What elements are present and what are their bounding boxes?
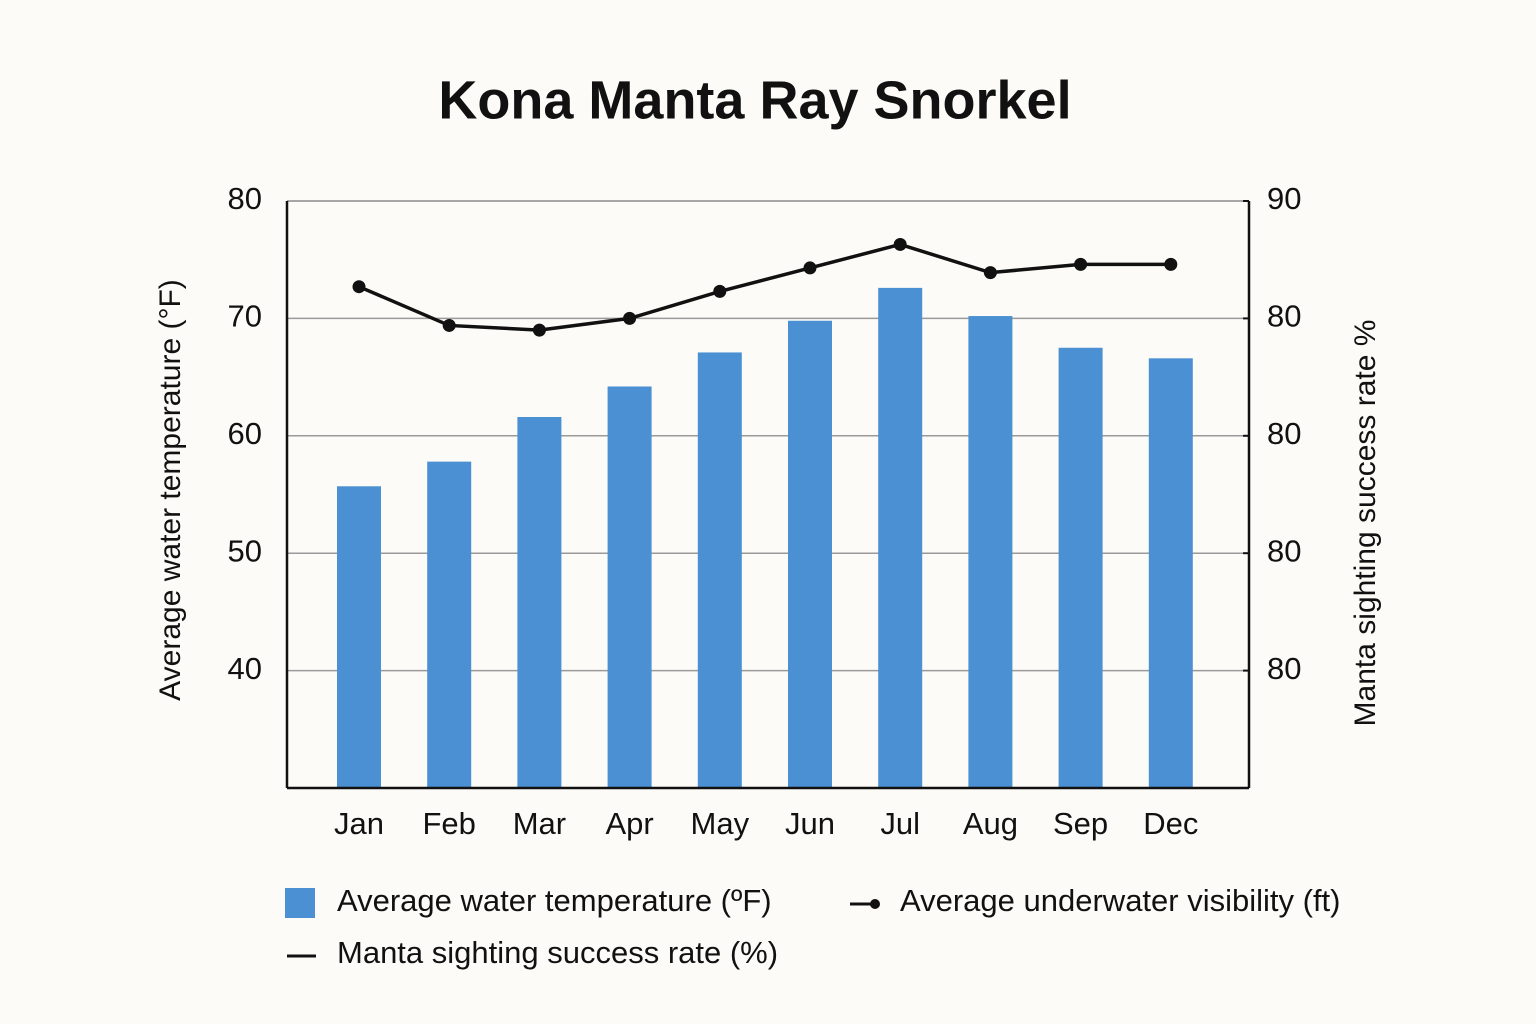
line-marker: [532, 323, 546, 337]
bar: [337, 486, 381, 788]
bar: [878, 287, 923, 788]
bar: [697, 352, 742, 788]
line-marker: [352, 280, 366, 294]
line: [358, 242, 1171, 332]
bar: [788, 320, 832, 788]
bar: [1058, 347, 1103, 788]
legend-label: Average underwater visibility (ft): [900, 883, 1341, 918]
y2-tick-label: 80: [1267, 416, 1301, 451]
legend-label: Manta sighting success rate (%): [337, 935, 778, 970]
y2-tick-label: 80: [1267, 299, 1301, 334]
x-tick-label: Jun: [785, 806, 835, 841]
y2-tick-label: 80: [1267, 533, 1301, 568]
x-tick-label: Aug: [963, 806, 1018, 841]
bar: [968, 316, 1013, 788]
y2-tick-label: 90: [1267, 181, 1301, 216]
line-marker: [442, 318, 456, 332]
x-tick-label: Jan: [334, 806, 384, 841]
y-tick-label: 80: [228, 181, 262, 216]
legend-swatch: [285, 888, 315, 918]
legend-marker: [870, 899, 880, 909]
line-marker: [713, 284, 727, 298]
line-marker: [983, 266, 997, 280]
line-marker: [623, 311, 637, 325]
bar: [427, 461, 472, 788]
bar: [517, 417, 562, 788]
line-marker: [803, 261, 817, 275]
y2-axis-label: Manta sighting success rate %: [1349, 320, 1382, 727]
y-tick-label: 70: [228, 299, 262, 334]
x-tick-label: Sep: [1053, 806, 1108, 841]
x-tick-label: Dec: [1143, 806, 1198, 841]
y-axis-label: Average water temperature (°F): [154, 279, 187, 701]
x-tick-label: Mar: [513, 806, 566, 841]
line-marker: [1074, 257, 1088, 271]
x-tick-label: Apr: [605, 806, 653, 841]
x-tick-label: May: [691, 806, 750, 841]
line-marker: [893, 237, 907, 251]
legend-label: Average water temperature (ºF): [337, 883, 772, 918]
bar: [607, 386, 652, 788]
y2-tick-label: 80: [1267, 651, 1301, 686]
x-tick-label: Jul: [880, 806, 920, 841]
bar: [1148, 358, 1193, 788]
y-tick-label: 50: [228, 533, 262, 568]
y-tick-label: 40: [228, 651, 262, 686]
x-tick-label: Feb: [422, 806, 475, 841]
y-tick-label: 60: [228, 416, 262, 451]
line-marker: [1164, 257, 1178, 271]
chart-title: Kona Manta Ray Snorkel: [438, 70, 1071, 130]
